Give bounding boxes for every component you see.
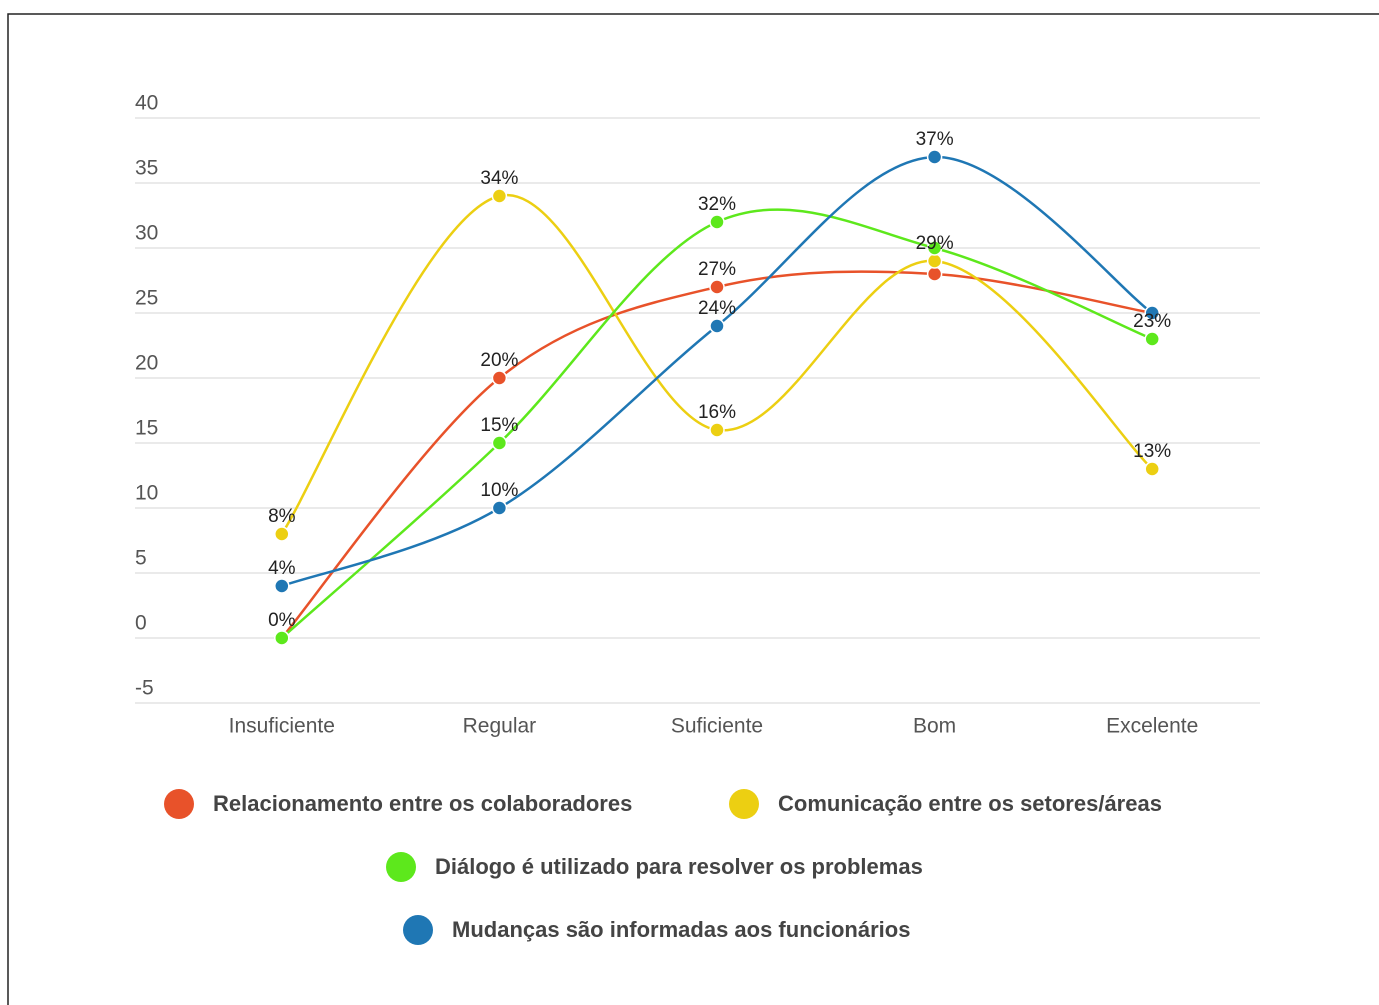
legend-marker: [386, 852, 416, 882]
series-line: [280, 270, 1153, 639]
x-tick-label: Regular: [463, 715, 537, 738]
legend-marker: [729, 789, 759, 819]
data-label: 24%: [698, 298, 736, 319]
data-label: 10%: [480, 480, 518, 501]
data-label: 34%: [480, 168, 518, 189]
data-label: 32%: [698, 194, 736, 215]
x-tick-label: Excelente: [1106, 715, 1198, 738]
data-label: 8%: [268, 506, 296, 527]
data-point: [709, 318, 725, 334]
x-tick-label: Suficiente: [671, 715, 763, 738]
data-point: [926, 266, 943, 282]
frame: [7, 13, 1379, 1005]
data-point: [491, 370, 508, 386]
data-label: 20%: [480, 350, 518, 371]
data-label: 37%: [916, 129, 954, 150]
legend-marker: [403, 915, 433, 945]
y-tick-label: 5: [135, 547, 147, 570]
data-point: [709, 279, 725, 295]
y-tick-label: 40: [135, 92, 158, 115]
y-tick-label: 35: [135, 157, 158, 180]
legend-label: Mudanças são informadas aos funcionários: [452, 917, 910, 942]
data-label: 27%: [698, 259, 736, 280]
y-tick-label: 20: [135, 352, 158, 375]
data-point: [926, 240, 943, 256]
data-point: [491, 500, 508, 516]
data-point: [926, 253, 943, 269]
data-label: 4%: [268, 558, 296, 579]
data-point: [274, 526, 290, 542]
y-tick-label: 10: [135, 482, 158, 505]
y-tick-label: 25: [135, 287, 158, 310]
data-label: 16%: [698, 402, 736, 423]
data-point: [709, 214, 725, 230]
data-label: 29%: [916, 233, 954, 254]
series-line: [280, 194, 1154, 535]
data-point: [926, 149, 943, 165]
legend-label: Diálogo é utilizado para resolver os pro…: [435, 854, 923, 879]
y-tick-label: 15: [135, 417, 158, 440]
y-tick-label: 0: [135, 612, 147, 635]
data-point: [274, 630, 290, 646]
data-label: 15%: [480, 415, 518, 436]
data-label: 13%: [1133, 441, 1171, 462]
data-point: [491, 435, 508, 451]
data-point: [709, 422, 725, 438]
x-tick-label: Bom: [913, 715, 956, 738]
legend-label: Relacionamento entre os colaboradores: [213, 791, 632, 816]
y-tick-label: 30: [135, 222, 158, 245]
data-point: [491, 188, 508, 204]
legend-label: Comunicação entre os setores/áreas: [778, 791, 1162, 816]
data-point: [1144, 331, 1160, 347]
data-point: [1144, 305, 1160, 321]
data-label: 0%: [268, 610, 296, 631]
x-tick-label: Insuficiente: [229, 715, 335, 738]
data-point: [274, 578, 290, 594]
data-label: 23%: [1133, 311, 1171, 332]
legend-marker: [164, 789, 194, 819]
data-point: [1144, 461, 1160, 477]
y-tick-label: -5: [135, 677, 154, 700]
series-line: [280, 208, 1153, 639]
